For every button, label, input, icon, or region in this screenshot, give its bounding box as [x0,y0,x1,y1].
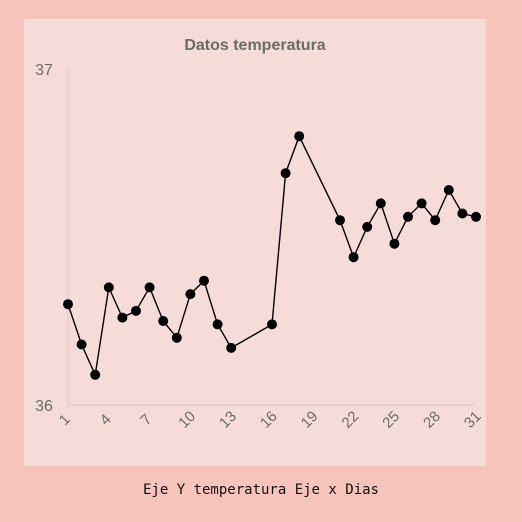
data-point [76,339,87,350]
x-tick-label: 22 [339,408,363,432]
data-point [362,221,373,232]
x-tick-labels: 1 4 7 10 13 16 19 22 25 28 31 [56,408,485,432]
x-tick-label: 13 [216,408,240,432]
data-point [375,198,386,209]
y-tick-label: 37 [35,62,53,79]
data-point [267,319,277,330]
data-point [335,215,345,226]
data-point [294,131,305,142]
data-point [389,238,400,249]
data-point [103,282,114,293]
chart-caption: Eje Y temperatura Eje x Dias [142,482,379,498]
x-tick-label: 10 [175,408,199,432]
data-point [430,215,441,226]
data-point [90,369,101,380]
y-tick-labels: 36 37 [35,62,53,415]
x-tick-label: 25 [379,408,403,432]
data-point [226,342,237,353]
data-point [457,208,468,219]
x-tick-label: 7 [137,411,155,429]
chart-panel: Datos temperatura 36 37 1 4 7 10 13 16 19 22 25 28… [24,19,486,466]
line-chart: Datos temperatura 36 37 1 4 7 10 13 16 19 22 25 28… [35,37,485,432]
data-points [63,131,481,380]
data-point [416,198,427,209]
data-point [158,316,169,326]
data-point [403,211,413,222]
data-point [471,211,481,222]
chart-title: Datos temperatura [184,37,325,54]
temperature-series-line [67,134,477,378]
x-tick-label: 28 [420,408,444,432]
x-tick-label: 31 [461,408,485,432]
data-point [171,332,182,343]
data-point [144,282,155,293]
y-tick-label: 36 [35,398,53,415]
data-point [185,289,196,300]
data-point [131,305,141,316]
data-point [117,312,128,323]
data-point [63,299,73,310]
data-point [348,252,359,263]
x-tick-label: 16 [257,408,281,432]
data-point [280,168,291,179]
x-tick-label: 4 [97,411,115,429]
data-point [199,275,209,286]
data-point [212,319,223,330]
x-tick-label: 1 [56,411,74,429]
data-point [443,185,454,195]
x-tick-label: 19 [298,408,322,432]
